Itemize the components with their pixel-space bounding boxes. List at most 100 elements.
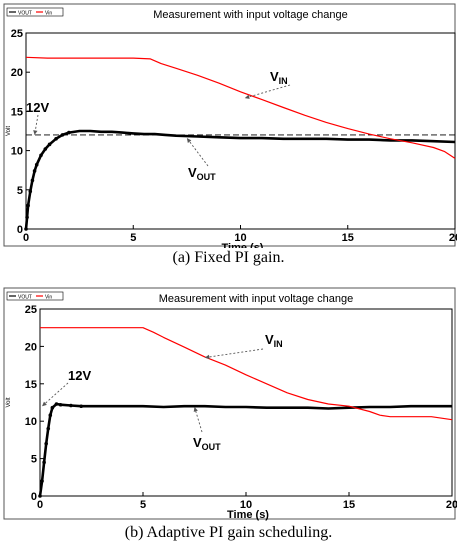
chart-b-caption: (b) Adaptive PI gain scheduling. [124, 524, 333, 541]
series-vout-point-5 [48, 413, 53, 418]
y-tick-label-0: 0 [17, 224, 23, 236]
chart-title: Measurement with input voltage change [159, 293, 353, 305]
legend-entry-0: VOUT [18, 295, 32, 301]
annotation-0: 12V [41, 368, 91, 407]
series-vin-line [25, 56, 456, 159]
x-axis-label: Time (s) [227, 509, 269, 521]
x-tick-label-3: 15 [343, 499, 355, 511]
annotation-2-main: V [188, 165, 197, 180]
annotation-2-arrowhead [193, 406, 198, 412]
y-axis-label: Volt [6, 126, 12, 136]
y-tick-label-1: 5 [17, 185, 23, 197]
annotation-1-main: V [270, 69, 279, 84]
legend: VOUT Vin [6, 7, 64, 17]
annotation-1-leader [204, 348, 264, 359]
annotation-1-arrowhead [244, 94, 250, 99]
series-vout-point-6 [34, 162, 39, 167]
series-vout-point-1 [25, 215, 29, 220]
series-vout-point-3 [28, 189, 33, 194]
annotation-1-text: VIN [265, 332, 283, 349]
legend-entry-0: VOUT [18, 11, 32, 17]
series-vout-point-12 [67, 130, 71, 135]
x-tick-label-1: 5 [140, 499, 146, 511]
series-vout-point-8 [43, 147, 48, 151]
series-vout-point-11 [60, 133, 65, 137]
y-axis-label: Volt [6, 397, 12, 407]
series-vout-point-3 [44, 441, 48, 446]
chart-a: Measurement with input voltage changeVOU… [3, 3, 457, 254]
series-vin-line [40, 327, 453, 421]
annotation-0-arrowhead [33, 130, 38, 135]
chart-panel-b: Measurement with input voltage change VOU… [0, 284, 457, 547]
annotation-1: VIN [204, 332, 283, 360]
plot-area [39, 308, 453, 497]
y-tick-label-3: 15 [25, 379, 37, 391]
chart-panel-a: Measurement with input voltage change VOU… [0, 0, 457, 272]
x-tick-label-4: 20 [449, 232, 457, 244]
x-tick-label-2: 10 [234, 232, 246, 244]
annotation-2-arrowhead [186, 138, 192, 143]
annotation-0-arrowhead [42, 401, 47, 407]
series-vout-point-5 [32, 169, 37, 173]
series-vout-point-9 [47, 142, 52, 147]
series-vout-point-1 [40, 479, 44, 483]
x-tick-label-4: 20 [446, 499, 457, 511]
annotation-1-subscript: IN [279, 76, 288, 86]
annotation-2: VOUT [193, 406, 221, 452]
annotation-0-text: 12V [26, 100, 49, 115]
chart-a-caption: (a) Fixed PI gain. [172, 249, 285, 266]
y-tick-label-2: 10 [25, 416, 37, 428]
annotation-2-subscript: OUT [197, 172, 217, 182]
annotation-1: VIN [244, 69, 291, 99]
x-tick-label-0: 0 [37, 499, 43, 511]
series-vout-point-10 [79, 404, 83, 409]
series-vout-point-8 [58, 402, 63, 407]
annotation-2-text: VOUT [193, 435, 221, 452]
x-tick-label-3: 15 [342, 232, 354, 244]
annotation-0-main: 12V [68, 368, 91, 383]
legend-box [6, 7, 64, 17]
series-vout-point-2 [42, 460, 46, 465]
annotation-0-leader [41, 382, 69, 407]
series-vout-point-10 [54, 137, 58, 141]
x-tick-label-1: 5 [130, 232, 136, 244]
y-tick-label-4: 20 [11, 67, 23, 79]
series-vout-point-4 [46, 426, 51, 431]
annotation-1-main: V [265, 332, 274, 347]
series-vout-point-6 [50, 405, 55, 410]
x-axis-label: Time (s) [222, 242, 264, 248]
annotation-0: 12V [26, 100, 49, 135]
legend-entry-1: Vin [45, 11, 52, 17]
chart-title: Measurement with input voltage change [153, 9, 347, 21]
legend: VOUT Vin [6, 291, 64, 301]
annotation-1-arrowhead [204, 354, 210, 360]
legend-entry-1: Vin [45, 295, 52, 301]
y-tick-label-3: 15 [11, 106, 23, 118]
y-tick-label-4: 20 [25, 341, 37, 353]
annotation-0-text: 12V [68, 368, 91, 383]
series-vout-point-4 [30, 178, 35, 183]
x-tick-label-0: 0 [23, 232, 29, 244]
series-vout-point-2 [26, 203, 30, 208]
series-vout-point-0 [38, 494, 42, 498]
annotation-2-main: V [193, 435, 202, 450]
annotation-2-text: VOUT [188, 165, 216, 182]
y-tick-label-5: 25 [11, 28, 23, 40]
annotation-0-main: 12V [26, 100, 49, 115]
chart-b: Measurement with input voltage changeVOU… [3, 287, 457, 521]
y-tick-label-1: 5 [31, 454, 37, 466]
legend-box [6, 291, 64, 301]
y-tick-label-0: 0 [31, 491, 37, 503]
series-vout-point-9 [69, 403, 73, 408]
annotation-2-subscript: OUT [202, 442, 222, 452]
series-vout-point-0 [24, 227, 28, 231]
annotation-1-text: VIN [270, 69, 288, 86]
series-vout-point-7 [39, 153, 43, 158]
y-tick-label-5: 25 [25, 304, 37, 316]
annotation-2-leader [186, 137, 209, 167]
y-tick-label-2: 10 [11, 146, 23, 158]
x-tick-label-2: 10 [240, 499, 252, 511]
annotation-2: VOUT [186, 137, 216, 182]
annotation-1-subscript: IN [274, 339, 283, 349]
series-vout-point-7 [54, 402, 59, 406]
